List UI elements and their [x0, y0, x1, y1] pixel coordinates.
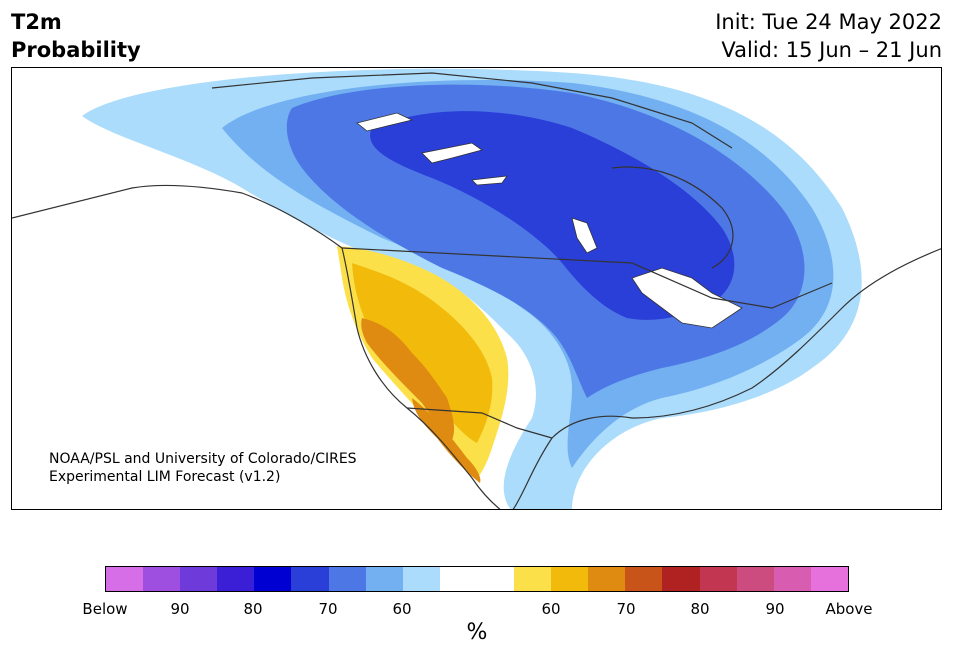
colorbar-swatch-13 — [588, 567, 626, 591]
colorbar-swatch-4 — [254, 567, 292, 591]
hudson-lake-shape — [356, 112, 414, 132]
map-title: T2m Probability — [11, 8, 141, 64]
credit-line-2: Experimental LIM Forecast (v1.2) — [49, 469, 281, 485]
colorbar-tick-label: Below — [82, 600, 128, 618]
colorbar-tick-label: 70 — [318, 600, 338, 618]
colorbar-tick-label: 70 — [616, 600, 636, 618]
colorbar-swatch-14 — [625, 567, 663, 591]
init-date: Init: Tue 24 May 2022 — [715, 10, 942, 34]
colorbar-swatch-19 — [810, 567, 848, 591]
colorbar-swatch-8 — [402, 567, 440, 591]
colorbar-swatch-17 — [736, 567, 774, 591]
hudson-bay-coast — [611, 166, 734, 269]
us-mexico-border — [406, 407, 553, 439]
colorbar-tick-label: 60 — [541, 600, 561, 618]
colorbar-tick-label: 80 — [690, 600, 710, 618]
canada-northern-coast — [211, 72, 733, 149]
colorbar-swatch-15 — [662, 567, 700, 591]
colorbar-swatch-12 — [551, 567, 589, 591]
colorbar-swatch-11 — [514, 567, 552, 591]
map-canvas — [12, 68, 941, 509]
colorbar — [105, 566, 849, 592]
credit-line-1: NOAA/PSL and University of Colorado/CIRE… — [49, 451, 357, 467]
us-canada-border — [341, 247, 833, 309]
colorbar-swatch-0 — [106, 567, 144, 591]
above-normal-60-region — [352, 263, 493, 443]
credit-text: NOAA/PSL and University of Colorado/CIRE… — [49, 450, 357, 486]
colorbar-tick-label: 80 — [243, 600, 263, 618]
coastline-outline — [12, 184, 941, 509]
valid-range: Valid: 15 Jun – 21 Jun — [721, 38, 942, 62]
baja-above-70-region — [412, 398, 481, 483]
colorbar-swatch-2 — [180, 567, 218, 591]
colorbar-swatch-1 — [143, 567, 181, 591]
great-lakes — [631, 267, 743, 329]
lake-winnipeg — [571, 217, 598, 254]
colorbar-swatch-7 — [365, 567, 403, 591]
colorbar-unit: % — [466, 620, 488, 645]
colorbar-tick-label: Above — [825, 600, 873, 618]
colorbar-swatch-6 — [328, 567, 366, 591]
title-line-2: Probability — [11, 38, 141, 62]
colorbar-swatch-10 — [476, 567, 515, 591]
colorbar-swatch-16 — [699, 567, 737, 591]
colorbar-tick-label: 60 — [392, 600, 412, 618]
great-bear-lake — [421, 142, 483, 164]
colorbar-swatch-5 — [291, 567, 329, 591]
probability-map: NOAA/PSL and University of Colorado/CIRE… — [11, 67, 942, 510]
great-slave-lake — [471, 175, 508, 186]
title-line-1: T2m — [11, 10, 62, 34]
colorbar-tick-label: 90 — [765, 600, 785, 618]
colorbar-swatch-3 — [217, 567, 255, 591]
colorbar-swatch-18 — [773, 567, 811, 591]
colorbar-tick-label: 90 — [170, 600, 190, 618]
colorbar-swatch-9 — [439, 567, 477, 591]
forecast-dates: Init: Tue 24 May 2022 Valid: 15 Jun – 21… — [715, 8, 942, 64]
